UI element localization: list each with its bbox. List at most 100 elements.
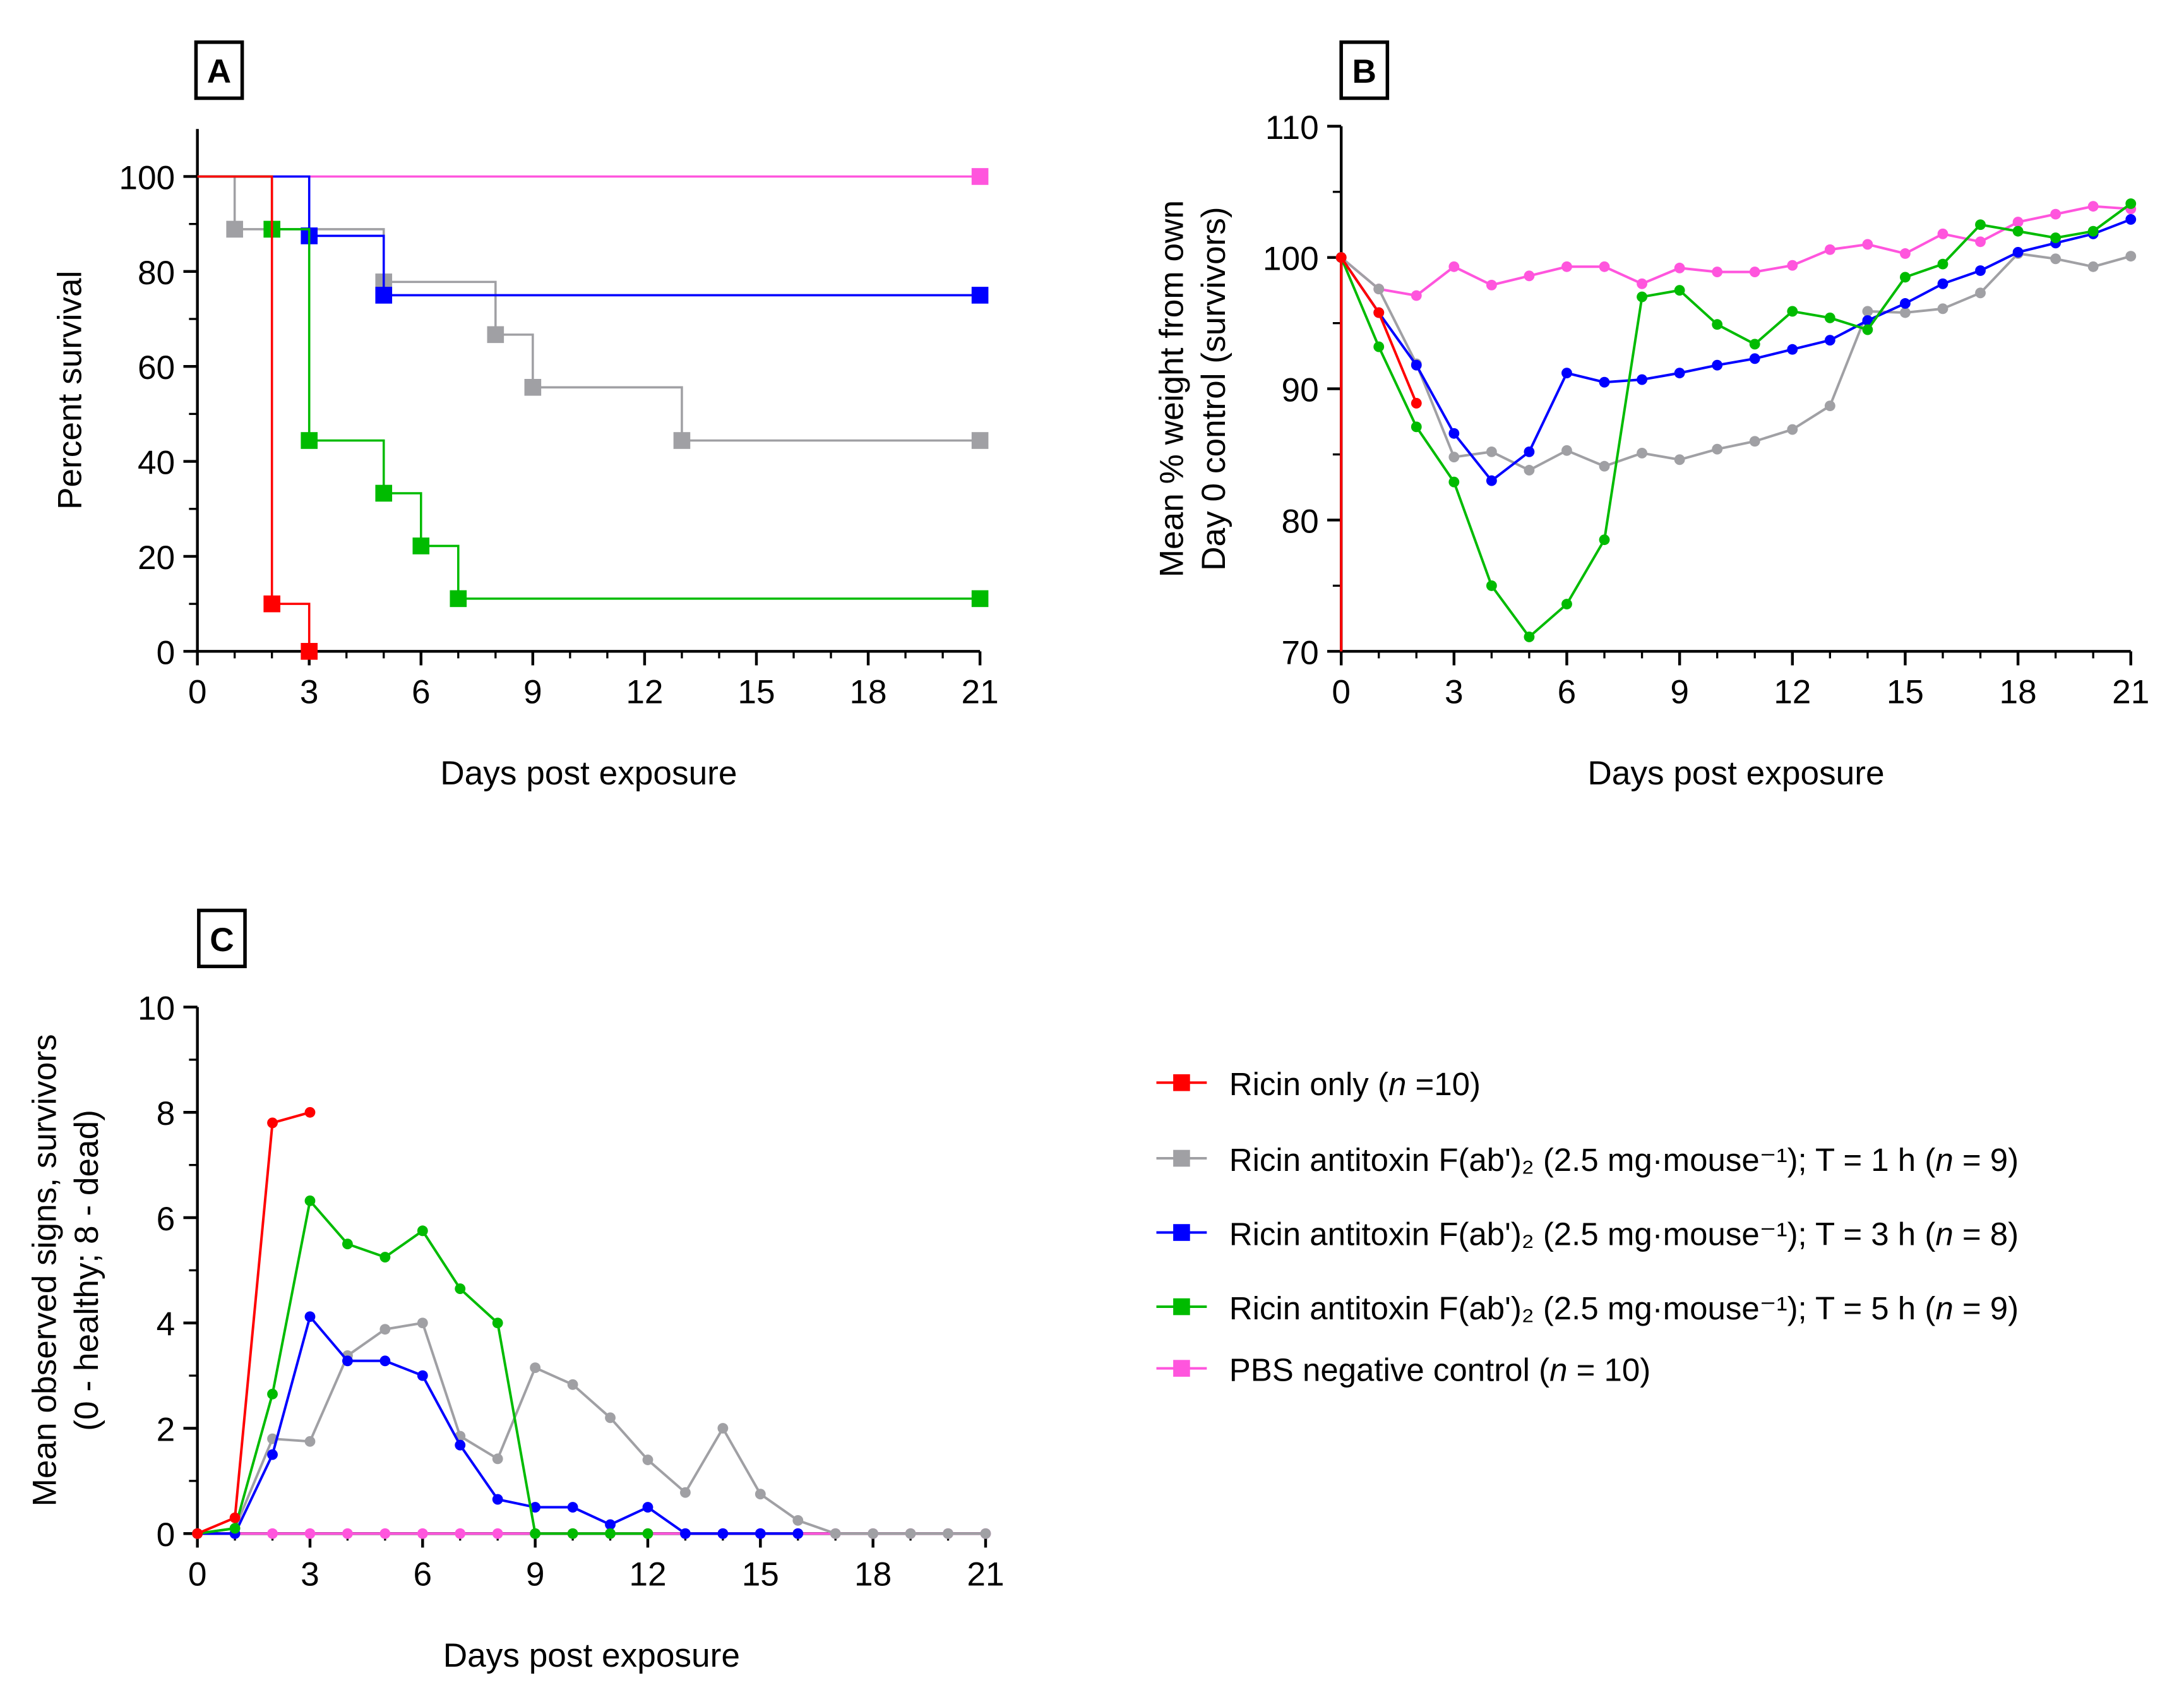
x-axis-label: Days post exposure xyxy=(1587,755,1884,792)
data-point xyxy=(1862,324,1873,335)
survival-marker xyxy=(524,378,542,396)
data-point xyxy=(642,1502,653,1513)
data-point xyxy=(1824,335,1835,346)
data-point xyxy=(1824,312,1835,323)
data-point xyxy=(1524,446,1535,457)
data-point xyxy=(567,1528,578,1539)
data-point xyxy=(642,1528,653,1539)
data-point xyxy=(567,1502,578,1513)
data-point xyxy=(492,1528,503,1539)
data-point xyxy=(1712,359,1723,371)
y-axis-label: Mean % weight from own xyxy=(1154,200,1191,577)
data-point xyxy=(1787,424,1798,435)
x-axis-label: Days post exposure xyxy=(440,755,737,792)
x-tick-label: 6 xyxy=(412,673,431,711)
data-point xyxy=(1749,436,1760,447)
data-point xyxy=(530,1362,541,1374)
data-point xyxy=(1524,632,1535,642)
data-point xyxy=(379,1324,391,1335)
data-point xyxy=(868,1528,879,1539)
legend-text: Ricin antitoxin F(ab')₂ (2.5 mg·mouse⁻¹)… xyxy=(1229,1290,1936,1326)
data-point xyxy=(1712,443,1723,455)
data-point xyxy=(1373,307,1385,318)
panel-a: 0 3 6 9 12 15 18 21 0 20 40 60 80 100 Days post exposu… xyxy=(52,129,999,792)
data-point xyxy=(755,1489,766,1500)
y-tick-label: 4 xyxy=(157,1306,176,1343)
x-tick-label: 21 xyxy=(962,673,999,711)
legend-item-gray: Ricin antitoxin F(ab')₂ (2.5 mg·mouse⁻¹)… xyxy=(1156,1142,2019,1178)
legend-label: Ricin antitoxin F(ab')₂ (2.5 mg·mouse⁻¹)… xyxy=(1229,1142,2019,1178)
legend-count: = 10) xyxy=(1567,1352,1650,1388)
panel-letter-c: C xyxy=(210,921,234,959)
data-point xyxy=(1561,368,1572,379)
legend-n: n xyxy=(1935,1142,1953,1178)
data-point xyxy=(304,1528,316,1539)
series-pink xyxy=(1335,201,2137,301)
legend-count: = 9) xyxy=(1954,1290,2019,1326)
data-point xyxy=(1486,446,1497,457)
panel-label-a: A xyxy=(194,40,244,100)
series-blue xyxy=(197,175,989,304)
data-point xyxy=(530,1502,541,1513)
survival-marker xyxy=(487,326,504,344)
y-tick-label: 80 xyxy=(138,255,175,292)
data-point xyxy=(1674,368,1685,379)
data-point xyxy=(1599,534,1610,546)
panel-label-b: B xyxy=(1339,40,1390,100)
legend-count: =10) xyxy=(1406,1066,1481,1102)
y-tick-label: 90 xyxy=(1282,372,1319,409)
data-point xyxy=(267,1449,278,1460)
panel-letter-b: B xyxy=(1352,53,1376,90)
legend-label: Ricin antitoxin F(ab')₂ (2.5 mg·mouse⁻¹)… xyxy=(1229,1216,2019,1252)
survival-line xyxy=(197,175,981,297)
series-pink xyxy=(197,168,989,185)
data-point xyxy=(1900,307,1911,318)
legend-marker xyxy=(1173,1360,1190,1377)
series-line xyxy=(1340,205,2131,297)
data-point xyxy=(2012,225,2024,237)
data-point xyxy=(304,1436,316,1447)
y-tick-label: 40 xyxy=(138,445,175,482)
survival-marker xyxy=(673,432,691,449)
legend-count: = 8) xyxy=(1954,1216,2019,1252)
data-point xyxy=(2087,225,2099,237)
y-tick-label: 20 xyxy=(138,539,175,577)
data-point xyxy=(755,1528,766,1539)
data-point xyxy=(1937,278,1948,289)
survival-marker xyxy=(226,220,243,238)
survival-marker xyxy=(412,537,430,555)
data-point xyxy=(1937,303,1948,315)
series-line xyxy=(1340,252,2132,472)
data-point xyxy=(980,1528,991,1539)
data-point xyxy=(2125,214,2137,225)
data-point xyxy=(1561,445,1572,456)
data-point xyxy=(229,1512,241,1523)
legend-n: n xyxy=(1549,1352,1567,1388)
x-tick-label: 6 xyxy=(414,1556,433,1593)
data-point xyxy=(2087,261,2099,272)
data-point xyxy=(905,1528,916,1539)
data-point xyxy=(605,1519,616,1530)
survival-marker xyxy=(301,643,318,660)
survival-marker xyxy=(971,590,989,608)
data-point xyxy=(2050,253,2062,265)
data-point xyxy=(2050,232,2062,243)
y-tick-label: 10 xyxy=(138,990,175,1027)
x-tick-label: 9 xyxy=(1670,673,1689,711)
data-point xyxy=(1411,290,1422,301)
data-point xyxy=(830,1528,841,1539)
data-point xyxy=(1448,428,1460,439)
legend-marker xyxy=(1173,1074,1190,1091)
data-point xyxy=(679,1487,691,1498)
legend-text: Ricin only ( xyxy=(1229,1066,1388,1102)
x-tick-label: 3 xyxy=(301,1556,319,1593)
x-tick-label: 9 xyxy=(526,1556,545,1593)
data-point xyxy=(1561,261,1572,272)
data-point xyxy=(2125,198,2137,209)
data-point xyxy=(717,1423,729,1434)
data-point xyxy=(1749,339,1760,350)
data-point xyxy=(1486,279,1497,291)
data-point xyxy=(1486,475,1497,486)
series-line xyxy=(196,1111,311,1535)
